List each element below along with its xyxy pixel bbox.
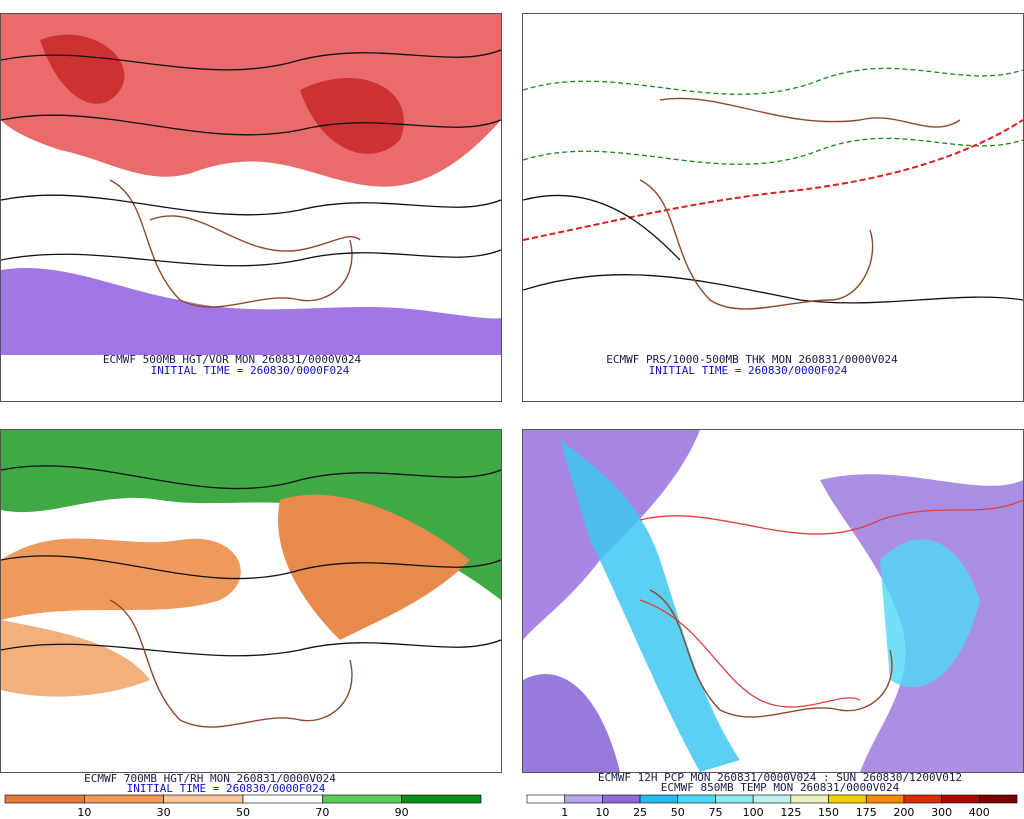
colorbar-swatch (979, 794, 1018, 804)
panel-precip: ECMWF 12H PCP MON 260831/0000V024 : SUN … (522, 429, 1024, 819)
colorbar-label: 70 (315, 806, 329, 819)
subcaption: INITIAL TIME = 260830/0000F024 (151, 364, 350, 377)
colorbar-swatch (602, 794, 641, 804)
colorbar-swatch (677, 794, 716, 804)
panel-700mb: ECMWF 700MB HGT/RH MON 260831/0000V024 I… (0, 429, 502, 819)
colorbar-label: 300 (931, 806, 952, 819)
colorbar-swatch (322, 794, 402, 804)
colorbar-swatch (941, 794, 980, 804)
colorbar-swatch (163, 794, 244, 804)
colorbar-swatch (865, 794, 905, 804)
colorbar-label: 50 (671, 806, 685, 819)
subcaption: INITIAL TIME = 260830/0000F024 (649, 364, 848, 377)
panel-pressure: ECMWF PRS/1000-500MB THK MON 260831/0000… (522, 13, 1024, 402)
colorbar-label: 175 (856, 806, 877, 819)
colorbar-label: 150 (818, 806, 839, 819)
map (523, 14, 1023, 355)
map (523, 430, 1023, 772)
colorbar-label: 10 (595, 806, 609, 819)
subcaption: ECMWF 850MB TEMP MON 260831/0000V024 (661, 781, 900, 794)
colorbar-swatch (790, 794, 829, 804)
map (1, 430, 501, 772)
colorbar-label: 75 (708, 806, 722, 819)
colorbar-swatch (526, 794, 565, 804)
caption: ECMWF 700MB HGT/RH MON 260831/0000V024 (84, 772, 336, 785)
subcaption: INITIAL TIME = 260830/0000F024 (127, 782, 326, 795)
colorbar-label: 90 (395, 806, 409, 819)
colorbar-label: 1 (561, 806, 568, 819)
colorbar-swatch (84, 794, 164, 804)
colorbar-swatch (564, 794, 603, 804)
colorbar-label: 100 (743, 806, 764, 819)
caption: ECMWF PRS/1000-500MB THK MON 260831/0000… (606, 353, 898, 366)
colorbar-swatch (828, 794, 867, 804)
colorbar: 10 30 50 70 90 (4, 794, 482, 819)
colorbar-label: 200 (893, 806, 914, 819)
colorbar-label: 400 (969, 806, 990, 819)
colorbar-label: 30 (157, 806, 171, 819)
panel-frame (0, 429, 502, 773)
colorbar-swatch (4, 794, 85, 804)
caption: ECMWF 12H PCP MON 260831/0000V024 : SUN … (598, 771, 962, 784)
colorbar-label: 50 (236, 806, 250, 819)
colorbar-swatch (715, 794, 754, 804)
caption: ECMWF 500MB HGT/VOR MON 260831/0000V024 (103, 353, 362, 366)
colorbar-swatch (242, 794, 323, 804)
panel-500mb: ECMWF 500MB HGT/VOR MON 260831/0000V024 … (0, 13, 502, 402)
colorbar: 1 10 25 50 75 100 125 150 175 200 300 400 (526, 794, 1018, 819)
colorbar-label: 10 (77, 806, 91, 819)
panel-frame (0, 13, 502, 402)
colorbar-swatch (903, 794, 942, 804)
colorbar-label: 125 (780, 806, 801, 819)
colorbar-swatch (401, 794, 482, 804)
colorbar-label: 25 (633, 806, 647, 819)
map (1, 14, 501, 355)
colorbar-swatch (752, 794, 792, 804)
colorbar-swatch (639, 794, 679, 804)
